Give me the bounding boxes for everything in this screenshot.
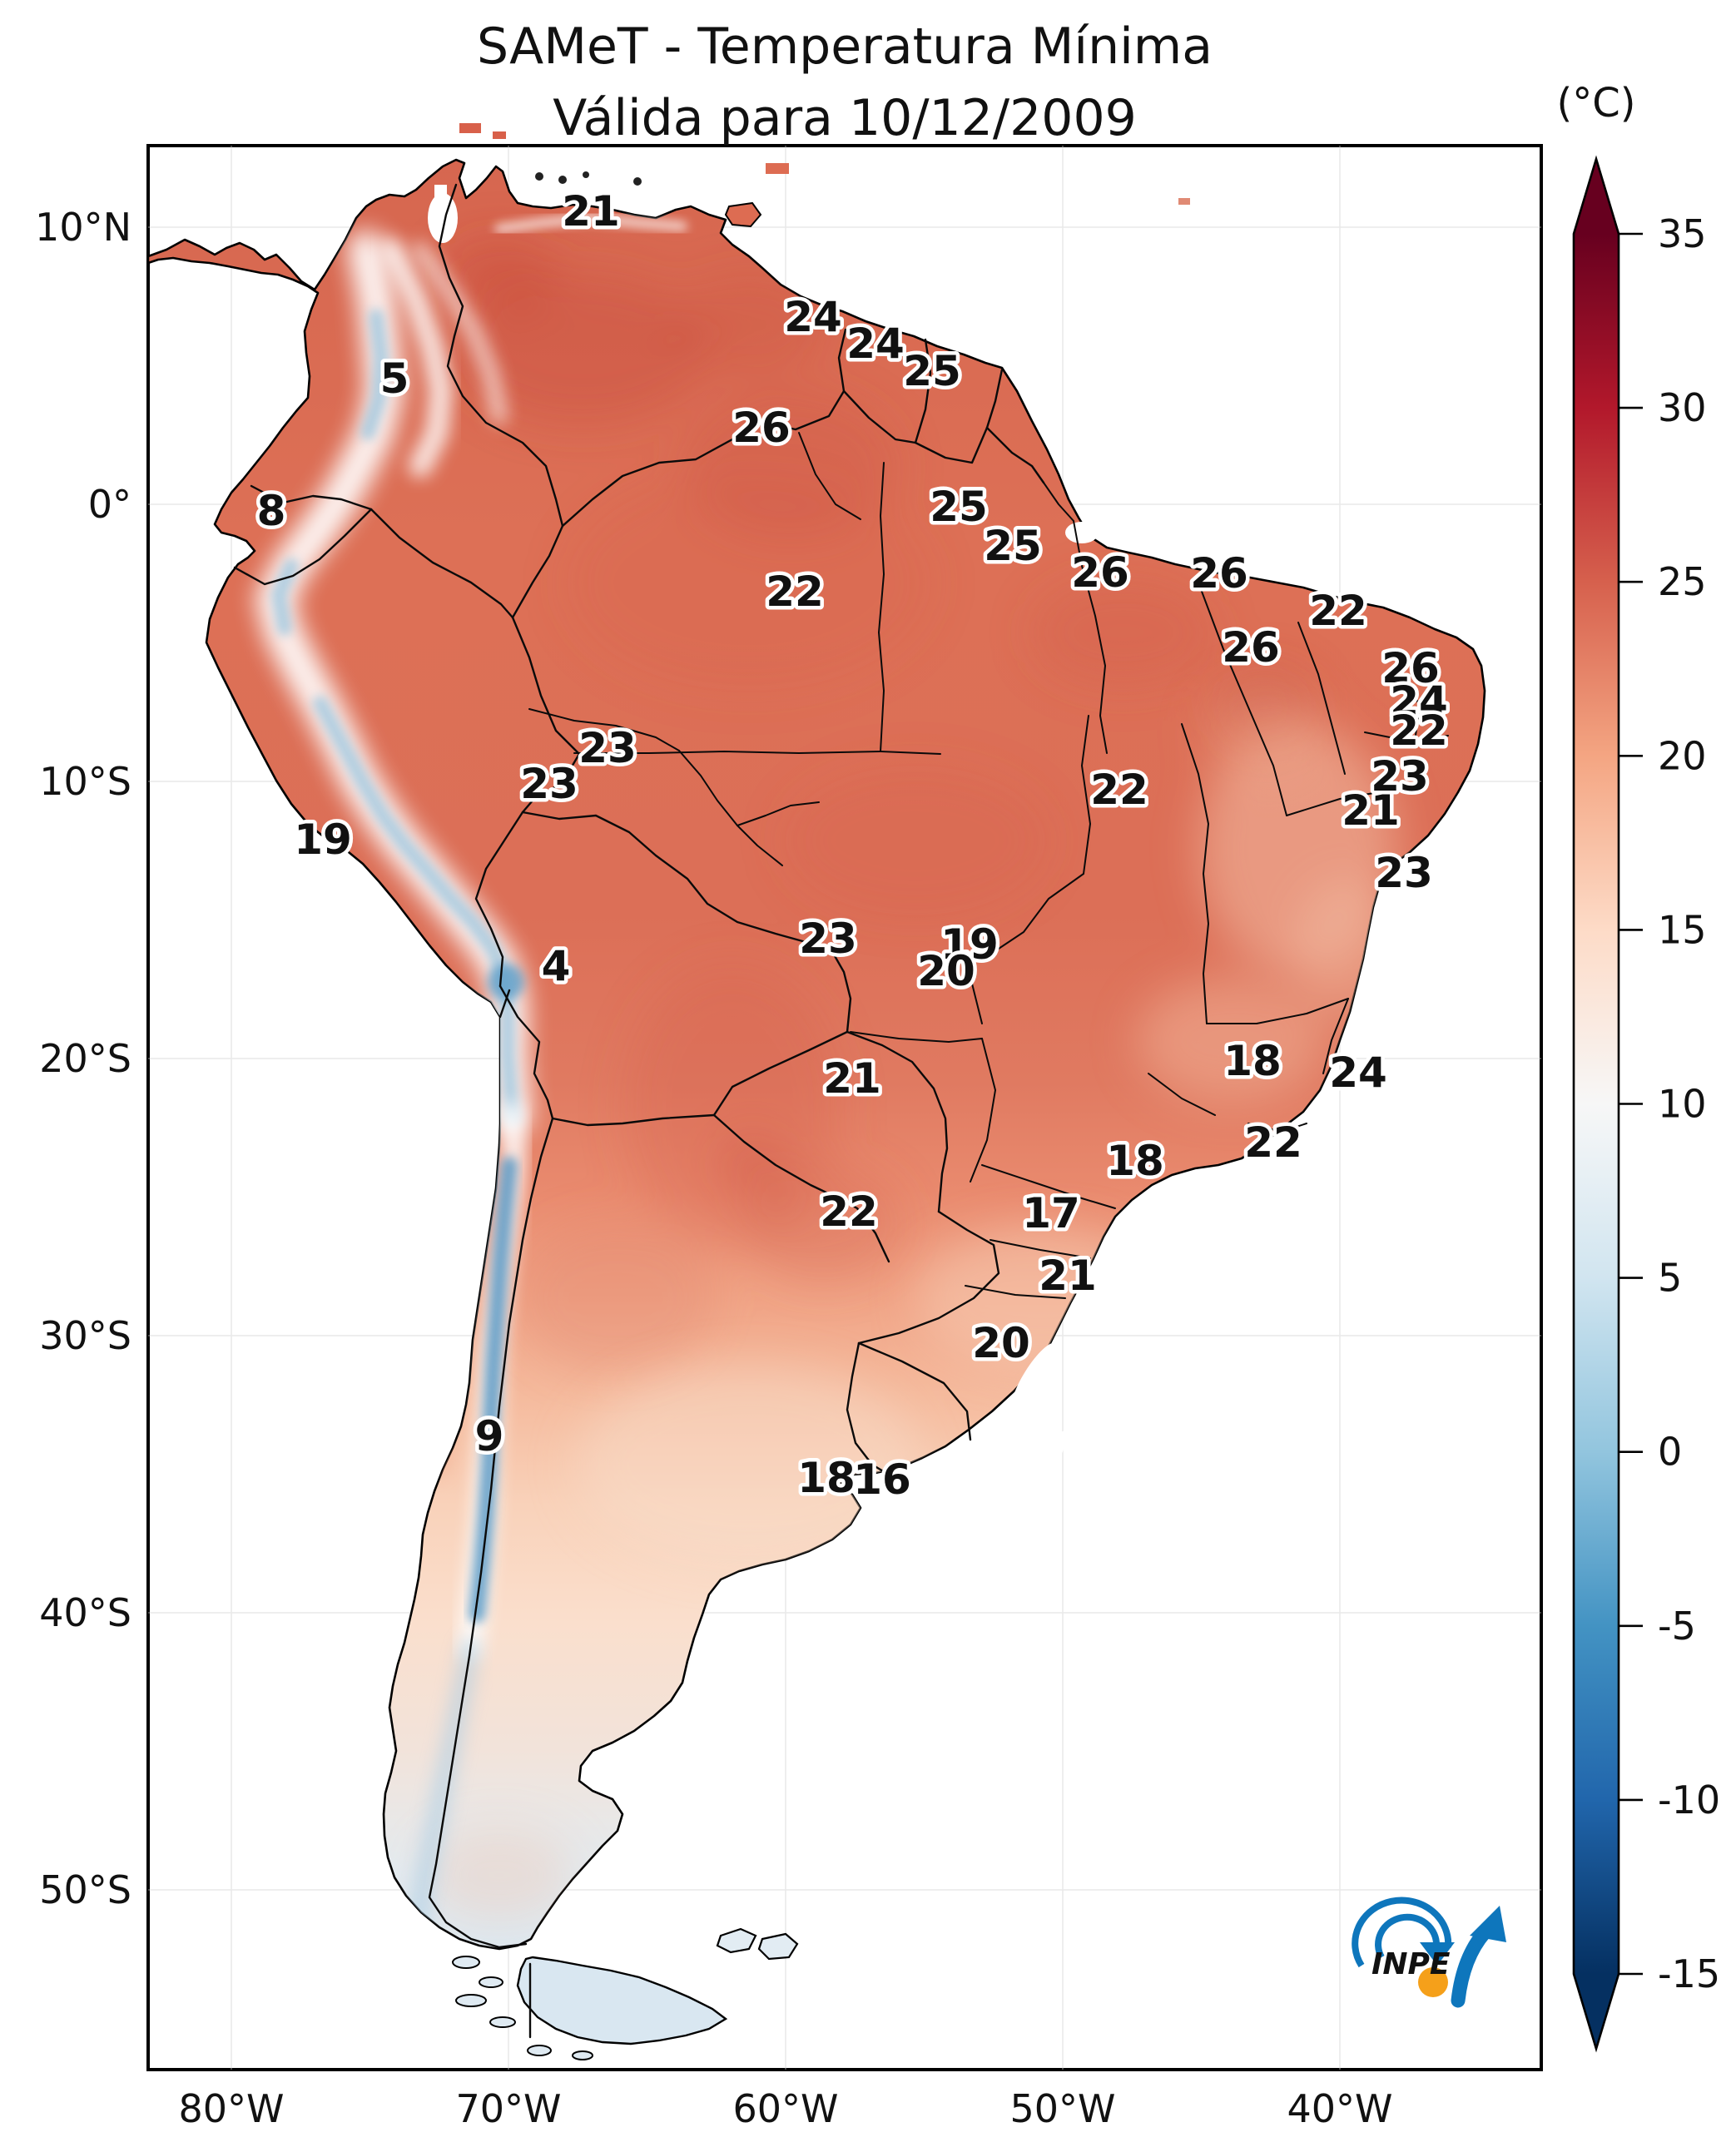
colorbar-tick-label: 25 bbox=[1658, 559, 1707, 604]
temp-value-label: 25 bbox=[984, 522, 1042, 570]
temp-value-label: 21 bbox=[1039, 1252, 1097, 1300]
temp-value-label: 4 bbox=[542, 942, 571, 990]
temp-value-label: 18 bbox=[797, 1454, 856, 1502]
lat-tick-label: 50°S bbox=[39, 1867, 131, 1912]
lat-tick-label: 20°S bbox=[39, 1036, 131, 1081]
colorbar-tick-label: 10 bbox=[1658, 1082, 1707, 1127]
temp-value-label: 23 bbox=[578, 724, 637, 772]
temp-value-label: 20 bbox=[917, 947, 975, 995]
colorbar-tick-label: 15 bbox=[1658, 907, 1707, 952]
colorbar: 35 30 25 20 15 10 5 0 -5 -10 -15 (°C) bbox=[1557, 80, 1720, 2053]
inpe-up-arrowhead bbox=[1470, 1906, 1506, 1942]
inpe-swirl-inner bbox=[1375, 1913, 1441, 1959]
temp-value-label: 23 bbox=[1371, 752, 1429, 801]
inpe-orange-dot bbox=[1418, 1967, 1448, 1997]
lon-tick-label: 40°W bbox=[1287, 2086, 1392, 2131]
lat-tick-label: 40°S bbox=[39, 1590, 131, 1635]
colorbar-tick-label: 35 bbox=[1658, 211, 1707, 256]
latitude-axis-labels: 10°N 0° 10°S 20°S 30°S 40°S 50°S bbox=[35, 205, 131, 1912]
lon-tick-label: 80°W bbox=[178, 2086, 284, 2131]
inpe-logo-text: INPE bbox=[1371, 1947, 1451, 1981]
temp-value-label: 16 bbox=[853, 1455, 911, 1504]
temp-value-label: 26 bbox=[1190, 549, 1248, 598]
temp-value-label: 18 bbox=[1223, 1037, 1282, 1085]
temp-value-label: 24 bbox=[1390, 677, 1448, 726]
colorbar-tick-label: -5 bbox=[1658, 1604, 1696, 1649]
inpe-logo: INPE bbox=[1352, 1897, 1506, 2008]
lat-tick-label: 30°S bbox=[39, 1313, 131, 1358]
temp-value-label: 22 bbox=[1390, 707, 1448, 755]
temp-value-label: 26 bbox=[1381, 644, 1440, 692]
lat-tick-label: 10°N bbox=[35, 205, 131, 250]
figure-title-line2: Válida para 10/12/2009 bbox=[553, 89, 1137, 147]
temp-value-label: 9 bbox=[475, 1412, 504, 1460]
temp-value-label: 18 bbox=[1106, 1137, 1164, 1185]
colorbar-ticks: 35 30 25 20 15 10 5 0 -5 -10 -15 bbox=[1619, 211, 1720, 1996]
temp-value-label: 20 bbox=[972, 1319, 1030, 1367]
temp-value-label: 22 bbox=[1244, 1118, 1302, 1167]
temp-value-label: 26 bbox=[1071, 548, 1129, 597]
lat-tick-label: 0° bbox=[88, 482, 131, 527]
colorbar-tick-label: -15 bbox=[1658, 1951, 1720, 1996]
lon-tick-label: 60°W bbox=[732, 2086, 838, 2131]
country-borders bbox=[233, 183, 1045, 2039]
temp-value-label: 22 bbox=[766, 568, 824, 616]
colorbar-bar bbox=[1572, 155, 1620, 2053]
temp-value-label: 19 bbox=[940, 920, 999, 969]
temp-value-label: 22 bbox=[1090, 766, 1148, 814]
temp-value-label: 17 bbox=[1022, 1189, 1080, 1237]
temp-value-label: 25 bbox=[930, 483, 988, 531]
lon-tick-label: 70°W bbox=[455, 2086, 561, 2131]
inpe-down-arrowhead bbox=[1420, 1942, 1455, 1966]
patagonia-islets bbox=[452, 1956, 593, 2060]
temp-value-label: 25 bbox=[903, 347, 961, 395]
temp-value-label: 24 bbox=[784, 293, 842, 341]
temp-value-label: 19 bbox=[294, 816, 352, 864]
inpe-swirl-outer bbox=[1352, 1897, 1452, 1968]
temp-value-label: 23 bbox=[520, 760, 578, 808]
colorbar-tick-label: 0 bbox=[1658, 1430, 1682, 1475]
longitude-axis-labels: 80°W 70°W 60°W 50°W 40°W bbox=[178, 2086, 1392, 2131]
colorbar-tick-label: 20 bbox=[1658, 733, 1707, 778]
temp-value-label: 21 bbox=[1342, 786, 1400, 835]
temp-value-label: 22 bbox=[820, 1188, 878, 1236]
falkland-islands bbox=[716, 1927, 799, 1961]
temperature-shading bbox=[254, 212, 1402, 1991]
colorbar-tick-label: 5 bbox=[1658, 1256, 1682, 1301]
colorbar-tick-label: 30 bbox=[1658, 385, 1707, 430]
caribbean-islands bbox=[459, 123, 1190, 228]
temp-value-label: 21 bbox=[823, 1054, 881, 1103]
colorbar-tick-label: -10 bbox=[1658, 1778, 1720, 1822]
temp-value-label: 8 bbox=[257, 487, 286, 535]
temp-value-label: 24 bbox=[846, 320, 905, 368]
temp-value-label: 5 bbox=[380, 355, 409, 403]
figure-title-line1: SAMeT - Temperatura Mínima bbox=[477, 17, 1213, 76]
temp-value-label: 26 bbox=[1222, 623, 1280, 672]
temp-value-label: 23 bbox=[1375, 849, 1433, 897]
colorbar-unit-label: (°C) bbox=[1557, 80, 1636, 126]
lon-tick-label: 50°W bbox=[1009, 2086, 1115, 2131]
landmass bbox=[146, 123, 1486, 2060]
temp-value-label: 22 bbox=[1309, 587, 1367, 635]
state-borders bbox=[528, 432, 1449, 1299]
lat-tick-label: 10°S bbox=[39, 759, 131, 804]
temp-value-label: 26 bbox=[732, 404, 791, 452]
lakes bbox=[428, 185, 1099, 1474]
temp-value-label: 24 bbox=[1329, 1049, 1387, 1097]
temp-value-label: 21 bbox=[562, 187, 620, 236]
temp-value-label: 23 bbox=[799, 915, 857, 963]
